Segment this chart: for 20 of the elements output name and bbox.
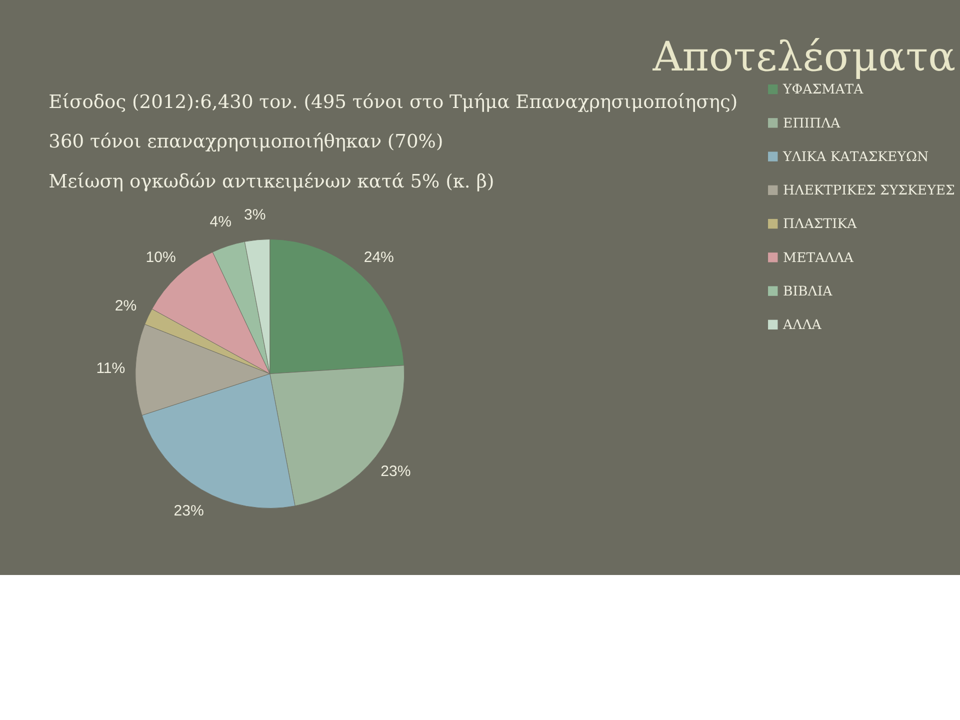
legend-label: ΠΛΑΣΤΙΚΑ	[783, 217, 858, 232]
legend-label: ΥΛΙΚΑ ΚΑΤΑΣΚΕΥΩΝ	[782, 150, 929, 165]
data-label: 24%	[364, 249, 394, 266]
legend-label: ΑΛΛΑ	[782, 318, 822, 334]
legend-label: ΥΦΑΣΜΑΤΑ	[782, 82, 864, 98]
data-label: 23%	[174, 502, 204, 520]
text: Μείωση ογκωδών αντικειμένων κατά 5% (κ. β)	[48, 172, 494, 193]
text: 360 τόνοι επαναχρησιμοποιήθηκαν (70%)	[48, 132, 444, 153]
legend-label: ΕΠΙΠΛΑ	[783, 116, 841, 132]
data-label: 4%	[210, 214, 232, 231]
data-label: 11%	[96, 360, 126, 378]
chart-title: Αποτελέσματα	[652, 32, 956, 80]
legend-label: ΒΙΒΛΙΑ	[783, 284, 833, 300]
legend-label: ΜΕΤΑΛΛΑ	[783, 250, 854, 266]
data-label: 2%	[114, 297, 137, 314]
data-label: 3%	[244, 206, 266, 224]
text: Είσοδος (2012):6,430 τον. (495 τόνοι στο Τμήμα Επαναχρησιμοποίησης)	[48, 92, 738, 113]
legend-label: ΗΛΕΚΤΡΙΚΕΣ ΣΥΣΚΕΥΕΣ	[783, 184, 955, 199]
data-label: 10%	[146, 249, 176, 266]
data-label: 23%	[380, 462, 411, 480]
